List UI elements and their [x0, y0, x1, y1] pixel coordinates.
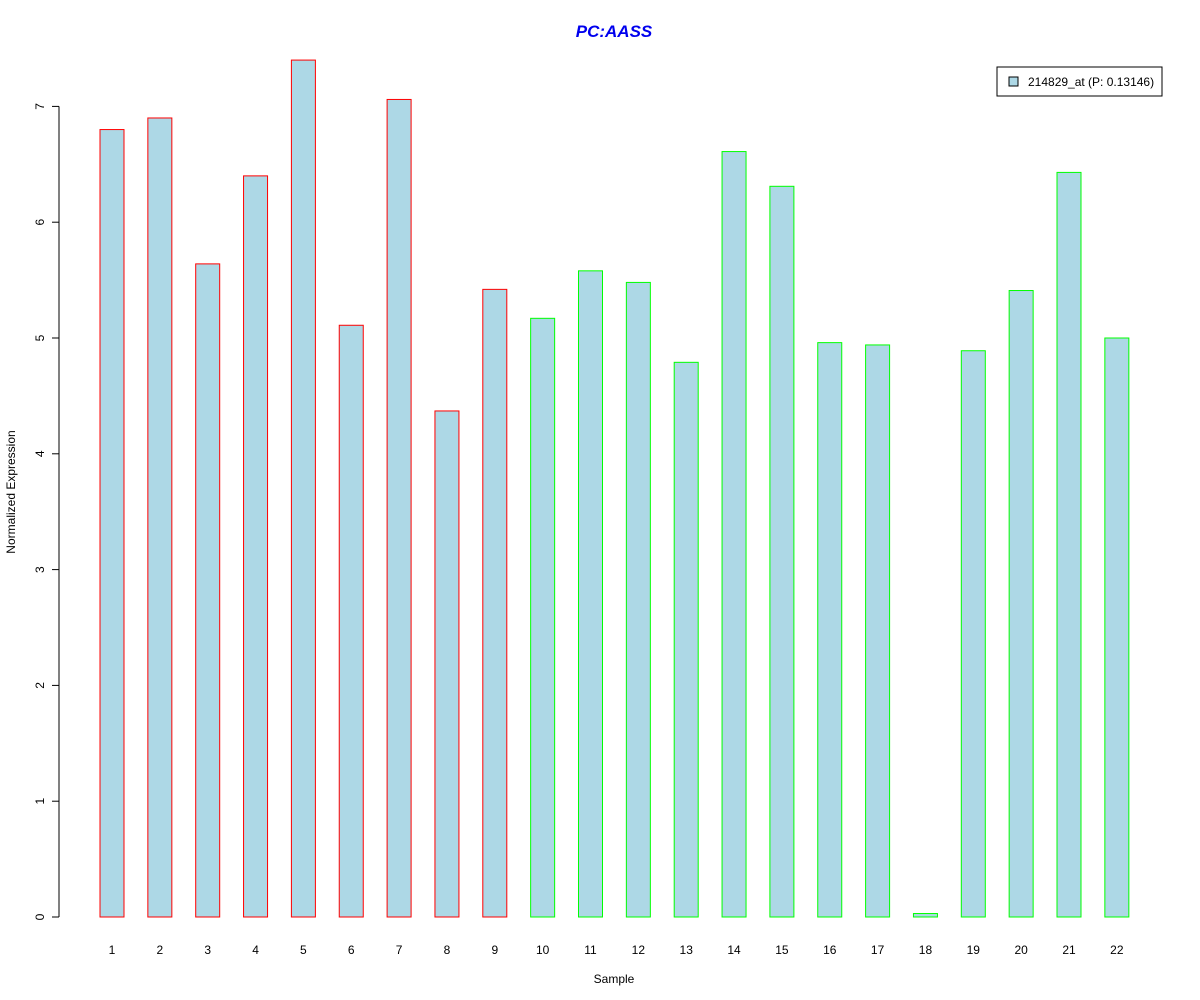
bar — [99, 129, 125, 918]
x-tick-label: 4 — [252, 943, 259, 957]
x-tick-label: 6 — [348, 943, 355, 957]
legend: 214829_at (P: 0.13146) — [996, 66, 1163, 97]
x-tick-label: 1 — [109, 943, 116, 957]
y-tick-label: 4 — [33, 450, 47, 457]
x-tick-label: 7 — [396, 943, 403, 957]
y-tick-label: 1 — [33, 798, 47, 805]
x-tick-label: 2 — [157, 943, 164, 957]
legend-swatch — [1008, 76, 1019, 87]
bar — [721, 151, 747, 918]
x-tick-label: 13 — [680, 943, 694, 957]
bars — [99, 59, 1130, 918]
bar — [243, 175, 269, 918]
x-tick-label: 22 — [1110, 943, 1124, 957]
bar — [147, 117, 173, 918]
x-tick-label: 9 — [491, 943, 498, 957]
x-tick-label: 11 — [584, 943, 597, 957]
bar — [290, 59, 316, 918]
x-tick-label: 20 — [1014, 943, 1028, 957]
x-tick-label: 16 — [823, 943, 837, 957]
x-tick-label: 15 — [775, 943, 789, 957]
bar — [482, 288, 508, 918]
bar — [865, 344, 891, 918]
bar — [434, 410, 460, 918]
x-tick-label: 5 — [300, 943, 307, 957]
y-tick-label: 0 — [33, 913, 47, 920]
bar — [1056, 171, 1082, 918]
x-tick-label: 3 — [204, 943, 211, 957]
bar — [578, 270, 603, 918]
bar — [769, 185, 795, 918]
bar — [530, 317, 556, 918]
x-tick-label: 21 — [1062, 943, 1076, 957]
bar — [912, 913, 938, 918]
x-tick-label: 12 — [632, 943, 646, 957]
bar — [338, 324, 364, 918]
x-tick-label: 14 — [727, 943, 741, 957]
bar — [195, 263, 221, 918]
bar — [817, 342, 843, 918]
bar — [673, 361, 699, 918]
y-tick-label: 3 — [33, 566, 47, 573]
legend-box — [996, 66, 1163, 97]
chart-title: PC:AASS — [576, 22, 653, 41]
bar — [1104, 337, 1130, 918]
x-tick-label: 8 — [444, 943, 451, 957]
bar — [625, 281, 651, 918]
bar — [386, 98, 412, 918]
x-tick-label: 10 — [536, 943, 550, 957]
y-tick-label: 7 — [33, 103, 47, 110]
x-tick-labels: 1 2 3 4 5 6 7 8 9 10 11 12 13 14 15 16 17 18 19 20 21 22 — [109, 943, 1124, 957]
y-tick-label: 5 — [33, 334, 47, 341]
bar — [1008, 290, 1034, 918]
y-tick-label: 6 — [33, 219, 47, 226]
x-tick-label: 19 — [967, 943, 981, 957]
bar — [960, 350, 986, 918]
x-tick-label: 18 — [919, 943, 933, 957]
x-tick-label: 17 — [871, 943, 885, 957]
x-axis-label: Sample — [594, 972, 635, 986]
y-tick-label: 2 — [33, 682, 47, 689]
legend-label: 214829_at (P: 0.13146) — [1028, 75, 1154, 89]
y-axis-label: Normalized Expression — [4, 430, 18, 553]
y-axis: 0 1 2 3 4 5 6 7 — [33, 103, 60, 920]
